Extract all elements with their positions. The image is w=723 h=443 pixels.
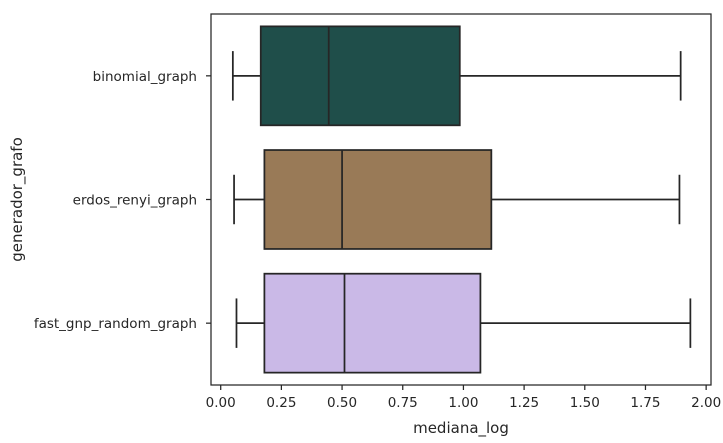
- boxes: [231, 25, 692, 374]
- y-category-ticks: binomial_graph erdos_renyi_graph fast_gnp_…: [34, 69, 211, 332]
- x-tick-label: 1.00: [448, 395, 478, 411]
- y-tick-label: erdos_renyi_graph: [73, 193, 197, 209]
- y-axis-label: generador_grafo: [8, 137, 27, 262]
- x-ticks: 0.00 0.25 0.50 0.75 1.00 1.25 1.50 1.75 2.00: [206, 385, 721, 411]
- x-tick-label: 0.50: [327, 395, 357, 411]
- x-tick-label: 2.00: [691, 395, 721, 411]
- x-tick-label: 0.75: [388, 395, 418, 411]
- iqr-box: [263, 272, 482, 374]
- box-group: [231, 25, 682, 127]
- box-group: [235, 272, 692, 374]
- iqr-box: [263, 149, 493, 250]
- x-tick-label: 1.25: [509, 395, 539, 411]
- y-tick-label: binomial_graph: [93, 69, 197, 85]
- x-tick-label: 0.00: [206, 395, 236, 411]
- x-tick-label: 1.75: [630, 395, 660, 411]
- iqr-box: [259, 25, 461, 127]
- plot-frame: [210, 13, 712, 386]
- y-tick-label: fast_gnp_random_graph: [34, 316, 197, 332]
- x-axis-label: mediana_log: [413, 419, 509, 438]
- box-group: [233, 149, 681, 250]
- x-tick-label: 1.50: [570, 395, 600, 411]
- x-tick-label: 0.25: [266, 395, 296, 411]
